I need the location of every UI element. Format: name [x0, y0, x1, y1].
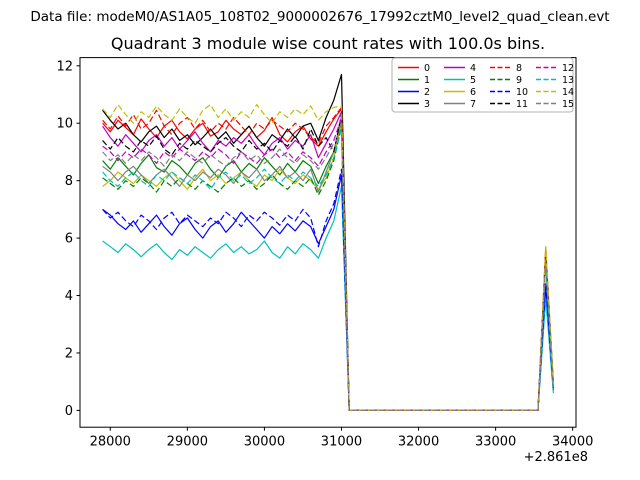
- series-line-15: [102, 134, 554, 411]
- y-tick-label: 6: [65, 232, 73, 247]
- legend-label-6: 6: [470, 87, 476, 98]
- series-line-10: [102, 168, 554, 411]
- series-line-8: [102, 106, 554, 411]
- legend-label-11: 11: [516, 99, 528, 110]
- series-line-14: [102, 103, 554, 411]
- legend-label-13: 13: [562, 75, 574, 86]
- legend-label-5: 5: [470, 75, 476, 86]
- series-line-9: [102, 125, 554, 411]
- series-line-2: [102, 174, 554, 411]
- legend-label-12: 12: [562, 63, 574, 74]
- y-tick-label: 12: [56, 59, 73, 74]
- chart-title: Quadrant 3 module wise count rates with …: [111, 34, 545, 53]
- x-tick-label: 29000: [167, 435, 208, 450]
- series-line-6: [102, 122, 554, 411]
- x-tick-label: 31000: [321, 435, 362, 450]
- y-tick-label: 10: [56, 117, 73, 132]
- y-tick-label: 8: [65, 174, 73, 189]
- legend-label-14: 14: [562, 87, 574, 98]
- y-tick-label: 4: [65, 289, 73, 304]
- legend-label-4: 4: [470, 63, 476, 74]
- legend-label-3: 3: [424, 99, 430, 110]
- legend-label-15: 15: [562, 99, 574, 110]
- series-line-13: [102, 128, 554, 411]
- x-tick-label: 30000: [244, 435, 285, 450]
- legend-label-2: 2: [424, 87, 430, 98]
- series-line-5: [102, 185, 554, 411]
- legend-label-10: 10: [516, 87, 528, 98]
- legend-box: [391, 57, 574, 113]
- y-tick-label: 2: [65, 346, 73, 361]
- x-tick-label: 32000: [398, 435, 439, 450]
- x-tick-label: 33000: [475, 435, 516, 450]
- legend-label-7: 7: [470, 99, 476, 110]
- series-line-1: [102, 116, 554, 411]
- y-tick-label: 0: [65, 404, 73, 419]
- x-axis-offset-label: +2.861e8: [524, 450, 588, 465]
- series-line-12: [102, 116, 554, 411]
- axes: 28000 29000 30000 31000 32000 33000 34000 0 2 4 6 8…: [56, 57, 593, 465]
- legend-label-9: 9: [516, 75, 522, 86]
- legend-label-8: 8: [516, 63, 522, 74]
- series-line-3: [102, 73, 554, 411]
- plot-frame: [79, 57, 577, 428]
- legend-label-1: 1: [424, 75, 430, 86]
- series-line-4: [102, 111, 554, 411]
- x-tick-label: 28000: [90, 435, 131, 450]
- data-series: [102, 73, 554, 411]
- x-tick-label: 34000: [552, 435, 593, 450]
- series-line-0: [102, 108, 554, 411]
- data-file-label: Data file: modeM0/AS1A05_108T02_90000026…: [30, 9, 609, 25]
- legend-label-0: 0: [424, 63, 430, 74]
- series-line-11: [102, 113, 554, 411]
